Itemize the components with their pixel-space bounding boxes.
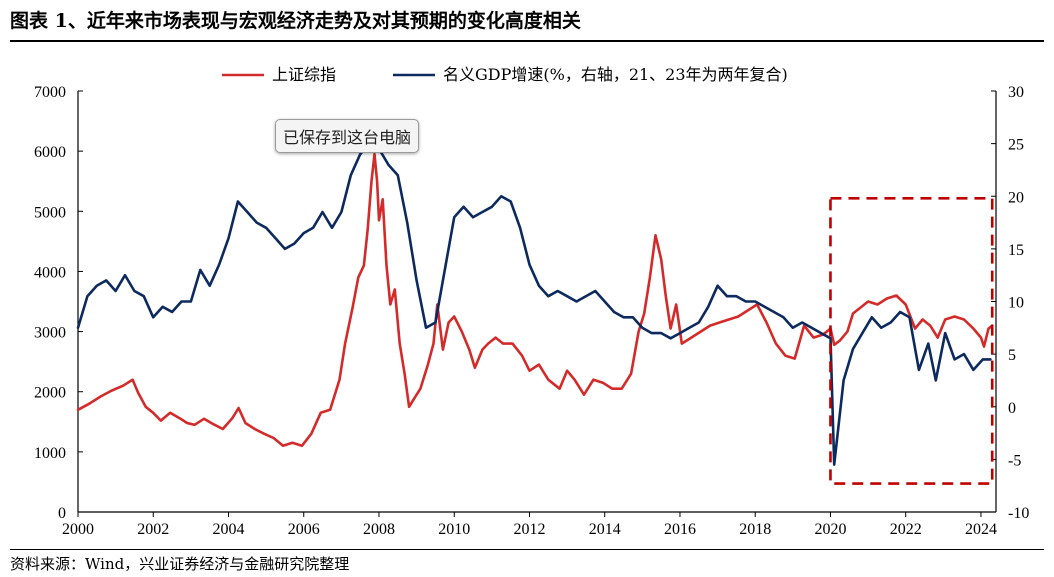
y-right-tick-label: 20 [1008, 189, 1024, 206]
line-chart: 2000 2002 2004 2006 2008 2010 2012 2014 2016 2018… [34, 65, 1029, 538]
y-right-tick-label: -5 [1008, 452, 1021, 469]
footer-divider [10, 549, 1044, 550]
x-tick-label: 2020 [814, 521, 846, 538]
x-tick-label: 2014 [589, 521, 621, 538]
y-right-tick-label: -10 [1008, 505, 1029, 522]
legend-label: 名义GDP增速(%，右轴，21、23年为两年复合) [443, 65, 788, 84]
gdp-series-line [76, 142, 992, 466]
chart-axes: 2000 2002 2004 2006 2008 2010 2012 2014 2016 2018… [34, 84, 1029, 538]
x-tick-label: 2004 [212, 521, 244, 538]
y-left-tick-label: 0 [58, 505, 66, 522]
x-tick-label: 2022 [890, 521, 922, 538]
y-right-tick-label: 25 [1008, 137, 1024, 154]
y-left-tick-label: 6000 [34, 144, 66, 161]
chart-legend: 上证综指 名义GDP增速(%，右轴，21、23年为两年复合) [222, 65, 788, 84]
chart-series [76, 142, 994, 485]
y-right-tick-label: 10 [1008, 295, 1024, 312]
x-tick-label: 2010 [438, 521, 470, 538]
y-right-tick-label: 15 [1008, 242, 1024, 259]
y-left-tick-label: 4000 [34, 264, 66, 281]
y-left-tick-label: 5000 [34, 204, 66, 221]
chart-title: 图表 1、近年来市场表现与宏观经济走势及对其预期的变化高度相关 [10, 10, 581, 32]
x-tick-label: 2024 [965, 521, 997, 538]
y-left-tick-label: 1000 [34, 445, 66, 462]
title-divider [10, 40, 1044, 42]
index-series-line [76, 152, 994, 448]
source-note: 资料来源：Wind，兴业证券经济与金融研究院整理 [10, 555, 350, 573]
x-tick-label: 2016 [664, 521, 696, 538]
x-tick-label: 2008 [363, 521, 395, 538]
y-right-tick-label: 30 [1008, 84, 1024, 101]
x-tick-label: 2000 [62, 521, 94, 538]
highlight-dashed-box [829, 197, 994, 485]
legend-label: 上证综指 [272, 65, 336, 84]
x-tick-label: 2002 [137, 521, 169, 538]
y-left-tick-label: 3000 [34, 325, 66, 342]
y-left-tick-label: 2000 [34, 385, 66, 402]
saved-to-computer-tooltip: 已保存到这台电脑 [275, 119, 420, 153]
y-right-tick-label: 0 [1008, 400, 1016, 417]
y-left-tick-label: 7000 [34, 84, 66, 101]
x-tick-label: 2018 [739, 521, 771, 538]
x-tick-label: 2006 [288, 521, 320, 538]
y-right-tick-label: 5 [1008, 347, 1016, 364]
x-tick-label: 2012 [513, 521, 545, 538]
